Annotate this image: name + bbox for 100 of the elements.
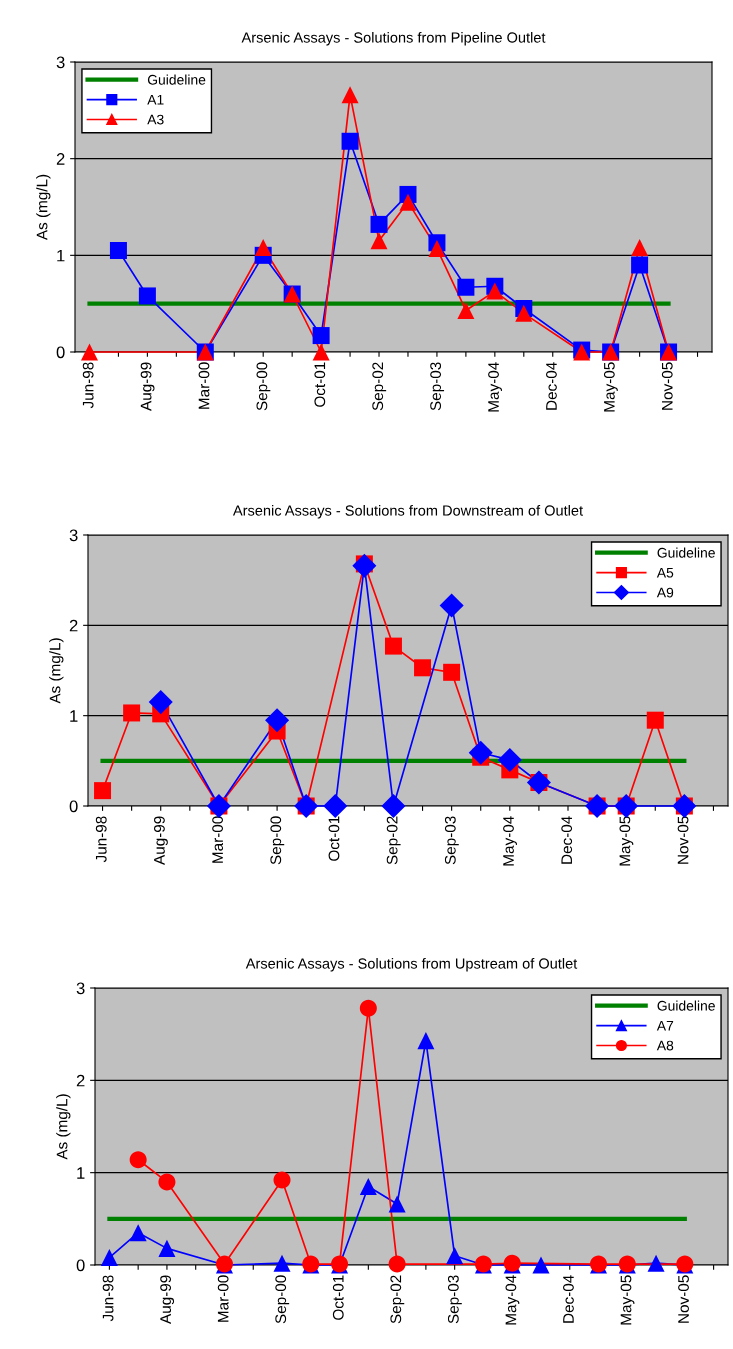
legend-label: A7 xyxy=(656,1020,674,1031)
point xyxy=(341,132,359,150)
x-tick-label: May-05 xyxy=(620,1275,635,1325)
point xyxy=(457,278,475,296)
x-tick-label: Sep-00 xyxy=(275,1275,290,1324)
point xyxy=(129,1151,147,1169)
x-tick-label: Nov-05 xyxy=(677,816,689,864)
point xyxy=(468,740,493,765)
x-tick-label: Mar-00 xyxy=(217,1275,229,1322)
y-axis-title: As (mg/L) xyxy=(49,638,64,704)
chart-title: Arsenic Assays - Solutions from Upstream of Outlet xyxy=(245,957,578,972)
x-tick-label: Sep-03 xyxy=(430,362,445,411)
x-tick-label: Oct-01 xyxy=(314,362,326,407)
x-tick-label: Sep-03 xyxy=(444,816,459,865)
point xyxy=(129,1224,147,1242)
x-tick-label: Nov-05 xyxy=(661,362,673,410)
x-tick-label: Sep-02 xyxy=(386,816,401,865)
x-tick-label: Sep-00 xyxy=(256,362,271,411)
point xyxy=(647,1254,665,1272)
point xyxy=(417,1032,435,1050)
x-tick-label: Oct-01 xyxy=(328,816,340,861)
point xyxy=(370,232,388,250)
point xyxy=(388,1195,406,1213)
point xyxy=(123,704,141,722)
point xyxy=(399,193,417,211)
point xyxy=(109,241,127,260)
point xyxy=(486,282,504,300)
point xyxy=(94,782,112,800)
chart-title: Arsenic Assays - Solutions from Pipeline Outlet xyxy=(241,31,546,46)
point xyxy=(497,747,522,772)
point xyxy=(457,301,475,319)
point xyxy=(446,1247,464,1265)
x-tick-label: May-05 xyxy=(603,362,618,412)
point xyxy=(273,1171,291,1189)
point xyxy=(273,1254,291,1272)
point xyxy=(312,343,330,361)
x-tick-label: May-04 xyxy=(505,1275,520,1325)
x-tick-label: Sep-00 xyxy=(270,816,285,865)
y-tick-label: 0 xyxy=(69,800,78,813)
y-tick-label: 3 xyxy=(76,982,85,995)
point xyxy=(138,287,156,305)
x-tick-label: Sep-02 xyxy=(372,362,387,411)
x-tick-label: May-04 xyxy=(488,362,502,412)
x-tick-label: May-04 xyxy=(503,816,517,866)
x-tick-label: Aug-99 xyxy=(140,362,155,411)
point xyxy=(80,343,98,361)
legend-label: A8 xyxy=(656,1040,674,1051)
y-tick-label: 2 xyxy=(69,619,78,632)
point xyxy=(439,593,464,618)
x-tick-label: Sep-02 xyxy=(390,1275,405,1324)
legend-label: A3 xyxy=(147,114,164,125)
y-tick-label: 1 xyxy=(57,249,65,262)
legend-label: A1 xyxy=(147,94,164,105)
point xyxy=(631,256,649,274)
legend-label: A5 xyxy=(656,567,674,578)
legend-label: Guideline xyxy=(657,547,715,558)
x-tick-label: May-05 xyxy=(619,816,634,866)
point xyxy=(158,1173,176,1191)
x-tick-label: Jun-98 xyxy=(95,816,107,863)
y-tick-label: 3 xyxy=(56,56,65,69)
point xyxy=(414,659,432,677)
point xyxy=(352,553,377,578)
point xyxy=(384,637,402,655)
x-tick-label: Aug-99 xyxy=(160,1275,175,1324)
x-tick-label: Mar-00 xyxy=(212,816,224,863)
point xyxy=(265,708,290,733)
y-axis-title: As (mg/L) xyxy=(36,174,51,241)
y-tick-label: 0 xyxy=(76,1259,85,1272)
legend-label: Guideline xyxy=(657,1000,715,1011)
point xyxy=(312,327,330,345)
x-tick-label: Dec-04 xyxy=(546,362,557,410)
chart-title: Arsenic Assays - Solutions from Downstream of Outlet xyxy=(232,504,583,519)
legend-label: A9 xyxy=(656,587,674,598)
point xyxy=(359,999,377,1017)
y-tick-label: 1 xyxy=(77,1167,85,1179)
x-tick-label: Oct-01 xyxy=(332,1275,344,1320)
x-tick-label: Aug-99 xyxy=(154,816,168,865)
y-tick-label: 1 xyxy=(70,710,78,722)
point xyxy=(148,690,173,715)
point xyxy=(443,663,461,681)
point xyxy=(515,304,533,322)
point xyxy=(428,240,446,258)
x-tick-label: Dec-04 xyxy=(561,816,573,864)
y-tick-label: 2 xyxy=(56,153,65,165)
point xyxy=(100,1249,118,1267)
point xyxy=(359,1178,377,1196)
x-tick-label: Jun-98 xyxy=(82,362,94,409)
point xyxy=(631,239,649,257)
point xyxy=(532,1256,550,1274)
point xyxy=(254,239,272,257)
x-tick-label: Sep-03 xyxy=(447,1275,462,1324)
y-tick-label: 3 xyxy=(69,529,78,542)
legend-label: Guideline xyxy=(147,74,206,85)
point xyxy=(646,711,664,729)
x-tick-label: Mar-00 xyxy=(198,362,210,409)
y-axis-title: As (mg/L) xyxy=(56,1094,71,1160)
point xyxy=(370,215,388,233)
point xyxy=(158,1239,176,1257)
point xyxy=(341,86,359,104)
x-tick-label: Nov-05 xyxy=(678,1275,689,1323)
